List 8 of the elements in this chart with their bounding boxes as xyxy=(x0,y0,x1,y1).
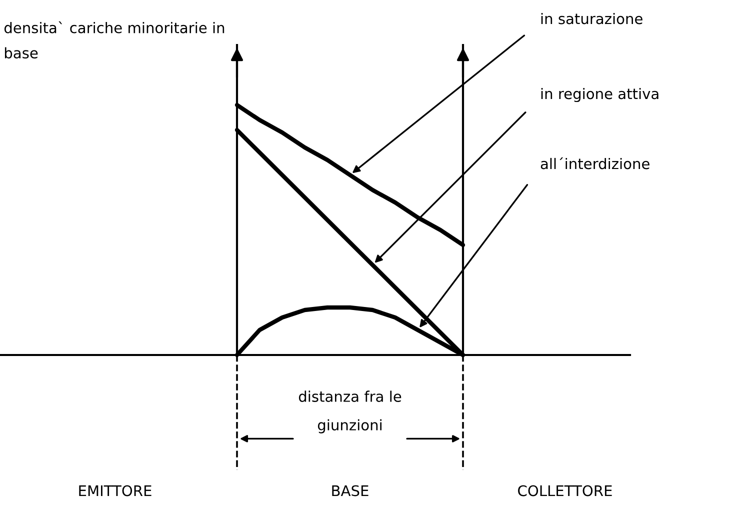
y-axis-title: densita` cariche minoritarie in base xyxy=(4,21,224,58)
text: EMITTORE xyxy=(79,485,152,496)
text: distanza fra le giunzioni xyxy=(298,390,402,434)
text: in saturazione xyxy=(541,12,642,24)
text: COLLETTORE xyxy=(518,485,612,496)
text: all´interdizione xyxy=(540,157,650,170)
text: in regione attiva xyxy=(541,88,658,102)
text: BASE xyxy=(332,485,368,496)
